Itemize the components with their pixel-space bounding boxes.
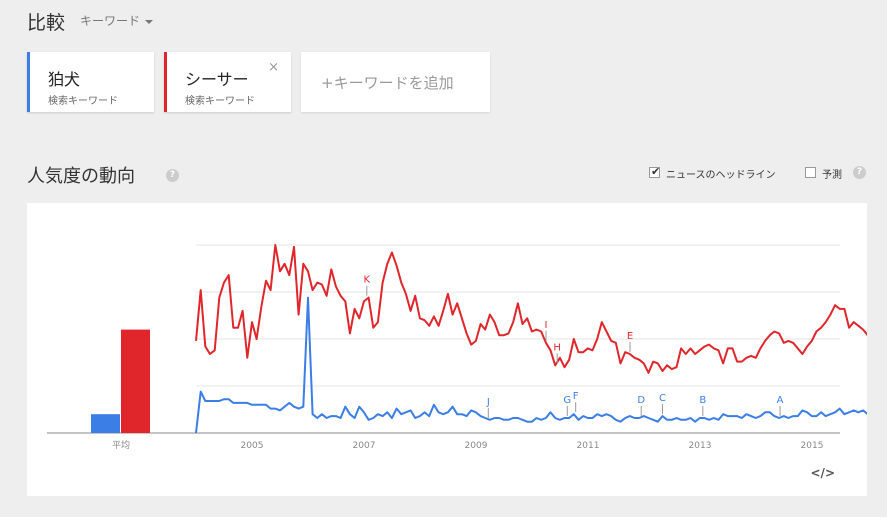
keyword-mode-dropdown[interactable]: キーワード	[80, 12, 154, 29]
term-name: 狛犬	[48, 70, 81, 89]
term-name: シーサー	[185, 70, 249, 89]
annotation-label: F	[573, 391, 579, 402]
x-tick-label: 2005	[241, 441, 264, 451]
close-icon[interactable]: ×	[268, 60, 279, 75]
term-card-1[interactable]: 狛犬 検索キーワード	[27, 52, 154, 112]
average-label: 平均	[112, 439, 130, 451]
add-keyword-button[interactable]: +キーワードを追加	[301, 52, 490, 112]
trend-chart: 平均 2005 2007 2009 2011 2013 2015 K IH E J G F D C B A	[47, 244, 887, 451]
annotation-label: C	[659, 393, 666, 404]
chart-panel: 平均 2005 2007 2009 2011 2013 2015 K I H E J G F D C B A </…	[27, 203, 887, 496]
news-checkbox[interactable]: ✔	[649, 165, 661, 178]
forecast-checkbox[interactable]	[805, 167, 816, 178]
page-title: 比較	[27, 12, 66, 34]
annotation-label: H	[553, 342, 561, 353]
keyword-mode-label: キーワード	[80, 14, 141, 28]
average-bar	[121, 329, 150, 433]
annotation-label: B	[699, 395, 706, 406]
annotation-label: E	[627, 331, 633, 342]
annotation-label: J	[486, 397, 490, 408]
term-card-2[interactable]: シーサー 検索キーワード ×	[164, 52, 291, 112]
annotation-label: I	[545, 320, 548, 331]
term-sub: 検索キーワード	[185, 96, 255, 107]
annotation-label: K	[364, 275, 371, 286]
term-sub: 検索キーワード	[48, 96, 118, 107]
series-line	[195, 244, 887, 374]
average-bar	[91, 414, 120, 433]
caret-down-icon	[145, 19, 154, 24]
x-tick-label: 2007	[353, 441, 376, 451]
x-tick-label: 2013	[689, 441, 712, 451]
annotation-label: A	[777, 395, 784, 406]
x-tick-label: 2009	[465, 441, 488, 451]
annotation-label: D	[637, 395, 645, 406]
annotation-label: G	[563, 395, 571, 406]
section-title: 人気度の動向	[27, 166, 135, 187]
news-label: ニュースのヘッドライン	[666, 170, 776, 181]
forecast-label: 予測	[822, 170, 842, 181]
x-tick-label: 2011	[577, 441, 600, 451]
help-icon[interactable]: ?	[853, 166, 866, 179]
embed-code-icon[interactable]: </>	[810, 466, 836, 480]
help-icon[interactable]: ?	[166, 169, 179, 182]
check-icon: ✔	[651, 165, 661, 178]
x-tick-label: 2015	[801, 441, 824, 451]
series-line	[195, 296, 887, 434]
add-keyword-label: +キーワードを追加	[321, 74, 454, 92]
